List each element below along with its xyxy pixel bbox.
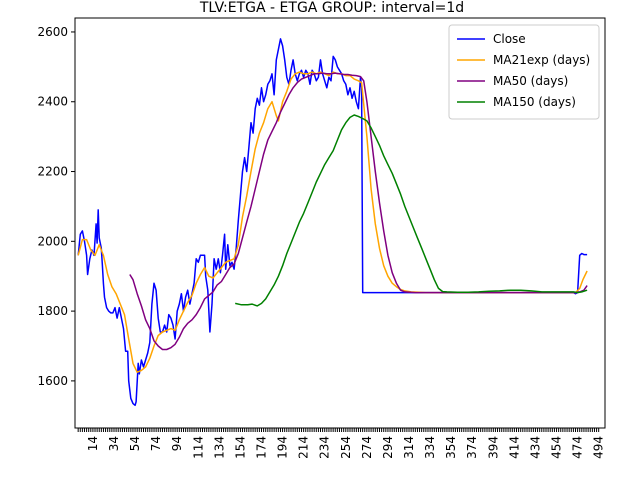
x-tick-label: 134 xyxy=(212,436,226,459)
x-tick-label: 94 xyxy=(170,436,184,451)
x-tick-label: 74 xyxy=(149,436,163,451)
x-tick-label: 454 xyxy=(550,436,564,459)
x-tick-label: 214 xyxy=(297,436,311,459)
legend-entry: MA50 (days) xyxy=(493,74,568,88)
series-line-0 xyxy=(77,38,588,407)
x-tick-label: 174 xyxy=(255,436,269,459)
x-tick-label: 194 xyxy=(276,436,290,459)
legend-entry: MA21exp (days) xyxy=(493,53,590,67)
y-tick-label: 2000 xyxy=(37,234,68,248)
x-tick-label: 394 xyxy=(486,436,500,459)
x-tick-label: 274 xyxy=(360,436,374,459)
series-line-1 xyxy=(77,71,588,373)
series-line-3 xyxy=(235,114,588,307)
x-tick-label: 314 xyxy=(402,436,416,459)
x-tick-label: 154 xyxy=(233,436,247,459)
series-layer xyxy=(77,38,588,407)
legend-entry: MA150 (days) xyxy=(493,95,576,109)
legend: Close MA21exp (days) MA50 (days) MA150 (day… xyxy=(448,24,600,120)
y-tick-label: 1600 xyxy=(37,374,68,388)
y-tick-label: 2200 xyxy=(37,165,68,179)
x-tick-label: 414 xyxy=(507,436,521,459)
x-tick-label: 254 xyxy=(339,436,353,459)
x-tick-label: 494 xyxy=(592,436,606,459)
chart-title: TLV:ETGA - ETGA GROUP: interval=1d xyxy=(199,0,464,16)
x-tick-label: 34 xyxy=(107,436,121,451)
y-axis: 1600 1800 2000 2200 2400 2600 xyxy=(37,25,75,388)
y-tick-label: 2400 xyxy=(37,95,68,109)
axes-frame xyxy=(74,17,606,429)
x-axis: 14 34 54 74 94 114 134 154 174 194 214 234 254 274 294… xyxy=(77,428,606,459)
x-tick-label: 114 xyxy=(191,436,205,459)
x-tick-label: 354 xyxy=(444,436,458,459)
series-line-2 xyxy=(129,72,588,351)
x-tick-label: 474 xyxy=(571,436,585,459)
y-tick-label: 1800 xyxy=(37,304,68,318)
x-tick-label: 334 xyxy=(423,436,437,459)
legend-box xyxy=(448,24,600,120)
x-tick-label: 294 xyxy=(381,436,395,459)
y-tick-label: 2600 xyxy=(37,25,68,39)
x-tick-label: 374 xyxy=(465,436,479,459)
x-tick-label: 14 xyxy=(86,436,100,451)
x-tick-label: 234 xyxy=(318,436,332,459)
x-tick-label: 434 xyxy=(529,436,543,459)
x-tick-label: 54 xyxy=(128,436,142,451)
legend-entry: Close xyxy=(493,32,526,46)
